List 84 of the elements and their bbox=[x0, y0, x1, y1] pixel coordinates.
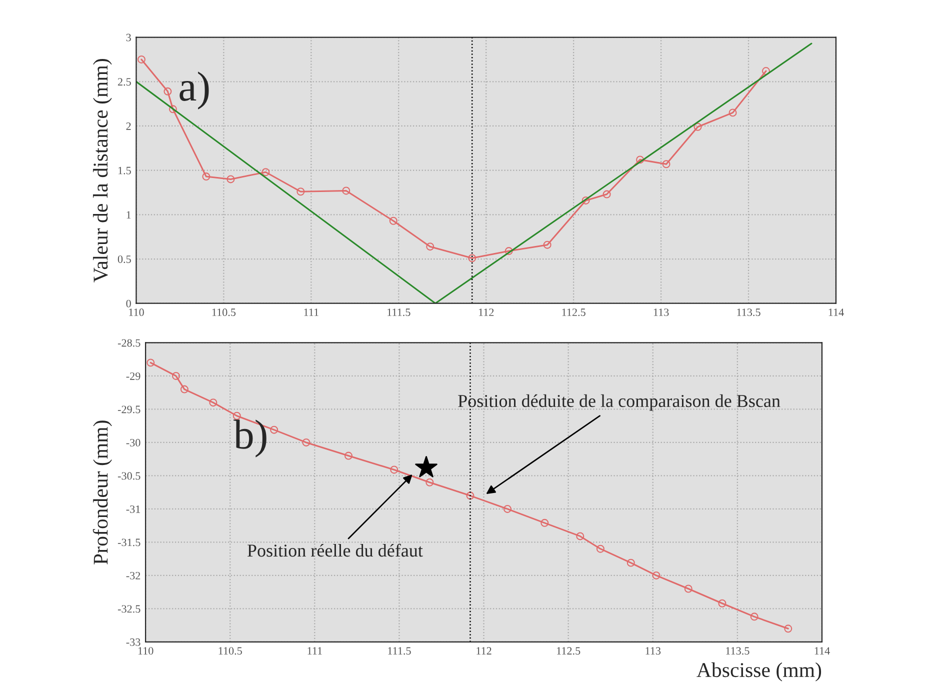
y-tick-label: -30.5 bbox=[118, 472, 140, 480]
x-tick-label: 111 bbox=[304, 308, 318, 316]
annotation: Position réelle du défaut bbox=[247, 544, 423, 557]
y-tick-label: 2.5 bbox=[118, 78, 131, 86]
x-tick-label: 113.5 bbox=[726, 647, 750, 655]
point bbox=[137, 55, 146, 64]
x-tick-label: 111 bbox=[308, 647, 322, 655]
x-tick-label: 113 bbox=[654, 308, 669, 316]
y-tick-label: -29 bbox=[126, 372, 140, 380]
point bbox=[762, 67, 770, 76]
point bbox=[728, 108, 737, 117]
annotation: b) bbox=[233, 420, 266, 458]
point bbox=[390, 466, 398, 474]
point bbox=[503, 504, 512, 513]
point bbox=[168, 105, 177, 114]
point bbox=[576, 532, 584, 540]
y-tick-label: -31.5 bbox=[118, 538, 140, 546]
point bbox=[540, 518, 549, 527]
point bbox=[602, 190, 611, 198]
annotation: a) bbox=[180, 72, 209, 110]
y-tick-label: 0 bbox=[126, 300, 131, 308]
point bbox=[596, 544, 604, 553]
point bbox=[784, 624, 792, 633]
point bbox=[415, 456, 438, 478]
x-axis-title: Abscisse (mm) bbox=[696, 662, 822, 682]
x-tick-label: 113.5 bbox=[737, 308, 760, 316]
point bbox=[426, 478, 434, 486]
point bbox=[468, 254, 476, 262]
point bbox=[232, 412, 241, 420]
point bbox=[296, 188, 305, 196]
y-tick-label: 0.5 bbox=[118, 255, 131, 264]
point bbox=[146, 358, 155, 367]
point bbox=[344, 452, 352, 460]
point bbox=[180, 385, 188, 394]
point bbox=[164, 87, 172, 96]
point bbox=[302, 438, 310, 446]
x-tick-label: 110 bbox=[129, 308, 144, 316]
y-axis-title: Valeur de la distance (mm) bbox=[93, 59, 112, 282]
point bbox=[684, 584, 692, 593]
x-tick-label: 114 bbox=[828, 308, 844, 316]
y-tick-label: -28.5 bbox=[118, 339, 140, 347]
x-tick-label: 112 bbox=[478, 308, 494, 316]
x-tick-label: 110 bbox=[138, 647, 154, 655]
y-axis-title: Profondeur (mm) bbox=[92, 420, 112, 564]
point bbox=[270, 426, 278, 434]
x-tick-label: 111.5 bbox=[388, 308, 410, 316]
point bbox=[582, 196, 590, 204]
point bbox=[626, 558, 635, 567]
point bbox=[389, 216, 398, 225]
point bbox=[662, 160, 670, 168]
y-tick-label: -32.5 bbox=[118, 605, 140, 613]
point bbox=[426, 242, 434, 251]
point bbox=[262, 168, 270, 176]
y-tick-label: 1.5 bbox=[118, 166, 131, 174]
point bbox=[694, 122, 702, 131]
x-tick-label: 112.5 bbox=[562, 308, 586, 316]
y-tick-label: -29.5 bbox=[118, 406, 140, 414]
point bbox=[750, 612, 758, 621]
point bbox=[543, 240, 552, 249]
y-tick-label: 2 bbox=[126, 122, 131, 130]
x-tick-label: 112.5 bbox=[557, 647, 580, 655]
x-tick-label: 110.5 bbox=[218, 647, 242, 655]
point bbox=[172, 372, 180, 380]
y-tick-label: -33 bbox=[126, 638, 140, 646]
x-tick-label: 110.5 bbox=[212, 308, 236, 316]
point bbox=[636, 156, 644, 164]
x-tick-label: 113 bbox=[646, 647, 661, 655]
y-tick-label: -31 bbox=[126, 505, 140, 513]
y-tick-label: -30 bbox=[126, 438, 140, 446]
point bbox=[652, 571, 660, 580]
point bbox=[504, 247, 513, 256]
annotation: Position déduite de la comparaison de Bscan bbox=[458, 394, 780, 411]
point bbox=[202, 172, 210, 181]
y-tick-label: 3 bbox=[126, 34, 131, 42]
y-tick-label: -32 bbox=[126, 572, 140, 580]
point bbox=[718, 599, 726, 608]
point bbox=[466, 492, 474, 500]
point bbox=[342, 186, 350, 195]
y-tick-label: 1 bbox=[126, 211, 131, 219]
x-tick-label: 111.5 bbox=[388, 647, 411, 655]
point bbox=[226, 175, 235, 184]
x-tick-label: 112 bbox=[476, 647, 492, 655]
point bbox=[209, 398, 218, 407]
x-tick-label: 114 bbox=[814, 647, 830, 655]
